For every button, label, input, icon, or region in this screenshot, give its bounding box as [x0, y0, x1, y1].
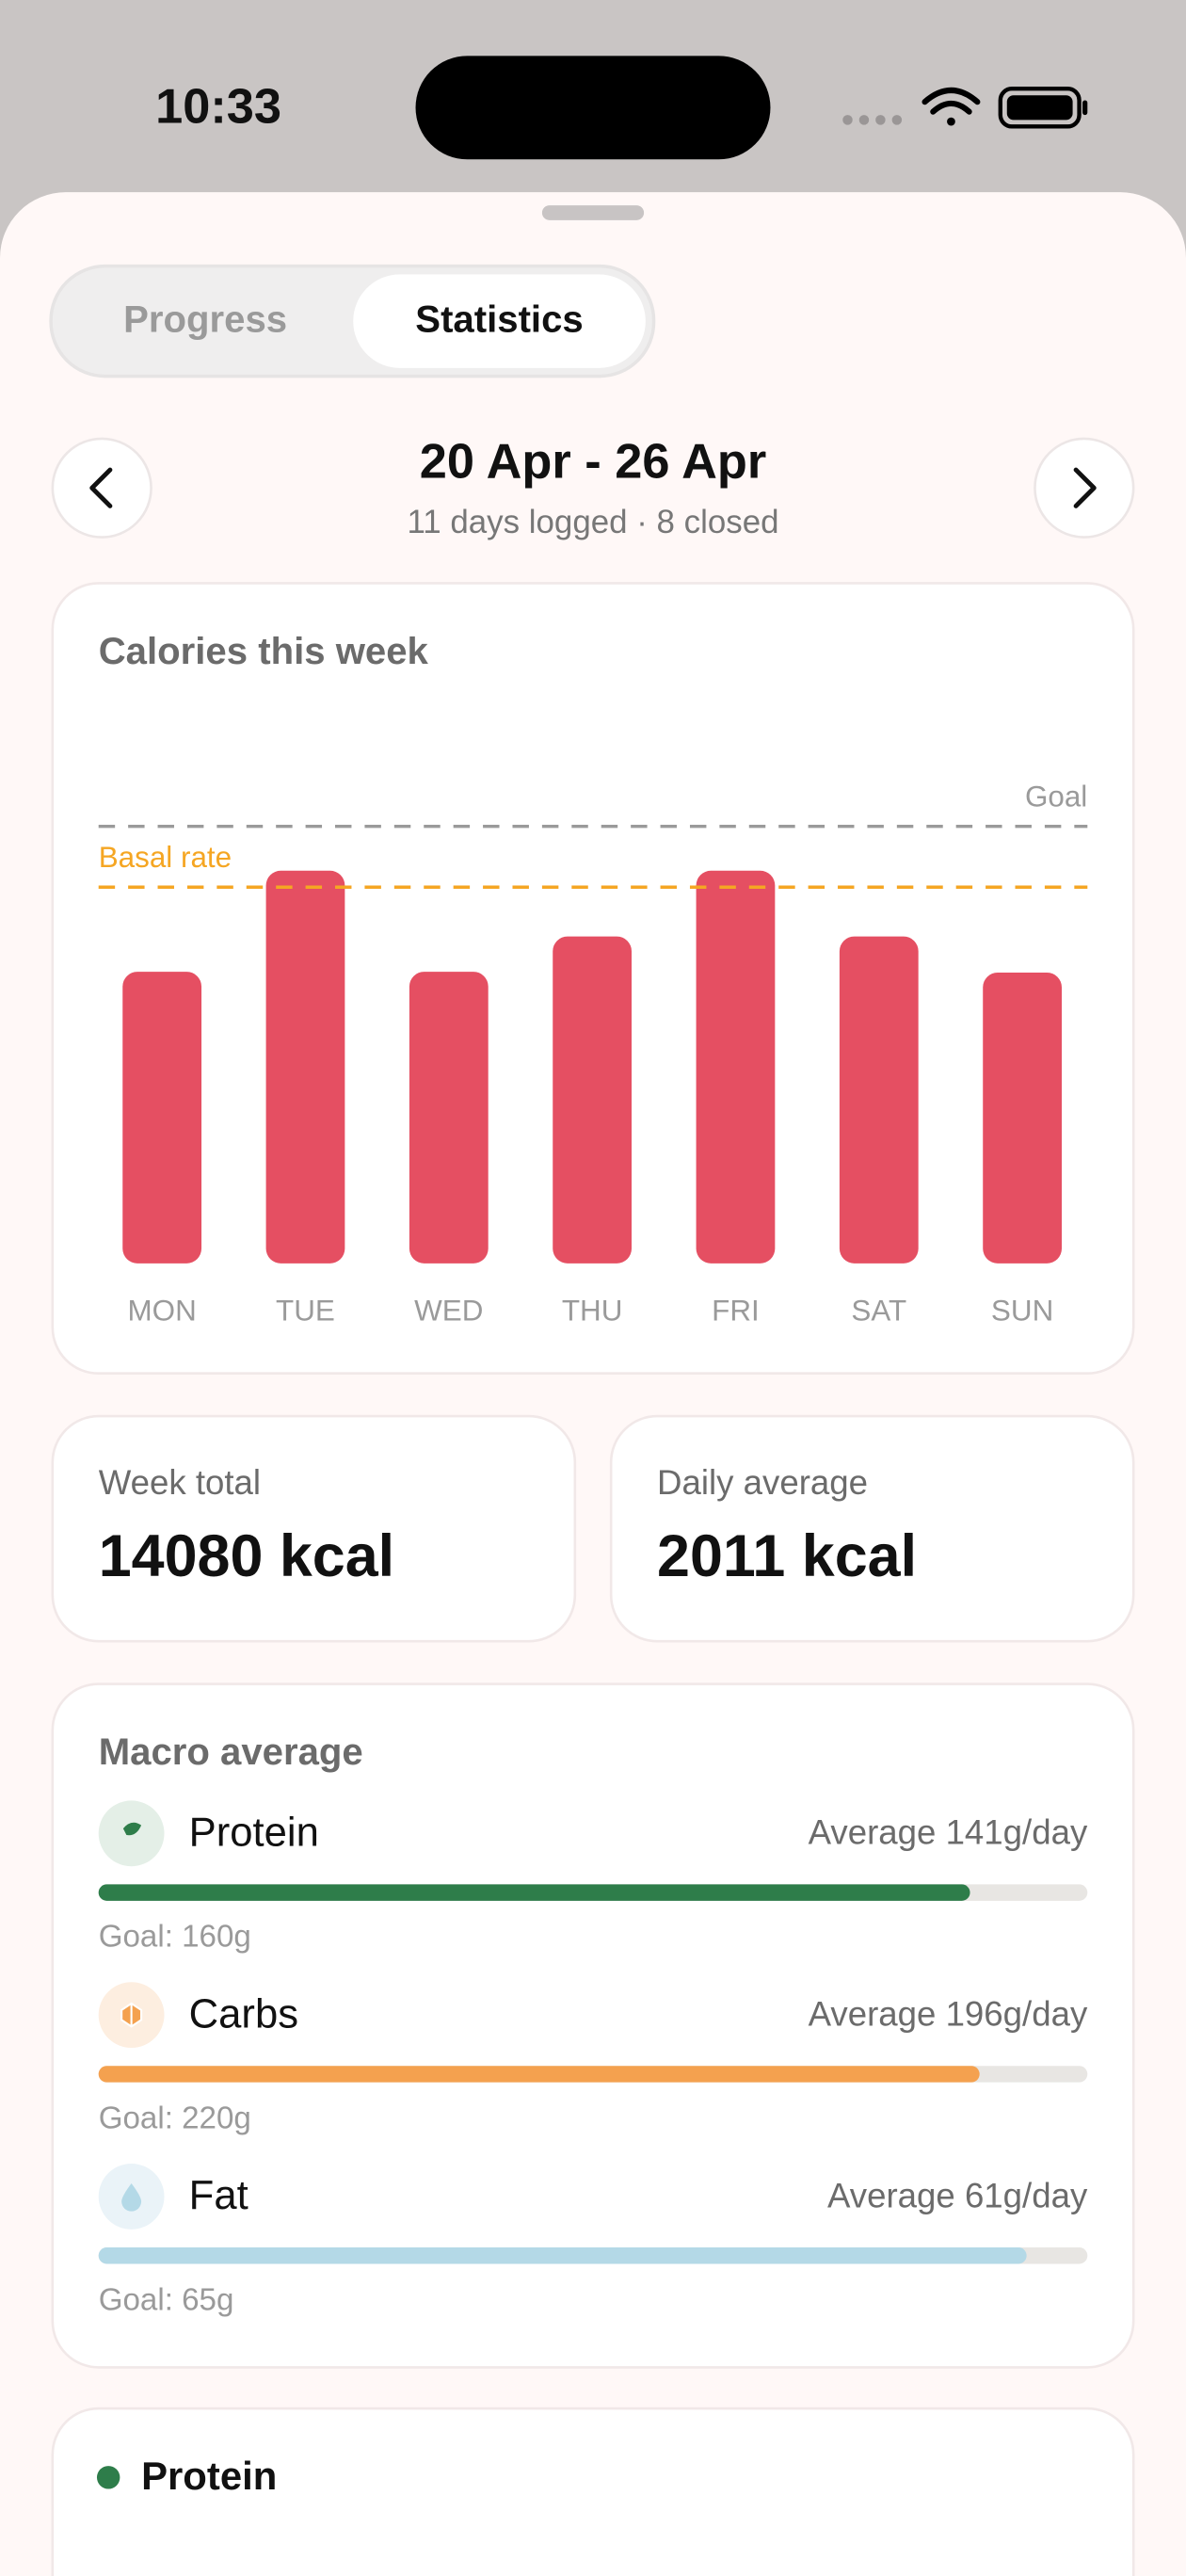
- macro-goal: Goal: 65g: [99, 2282, 234, 2317]
- chevron-left: [89, 467, 113, 508]
- next-button[interactable]: [1034, 437, 1135, 539]
- macro-list: Protein Average 141g/day Goal: 160g Carbs Av…: [98, 1800, 1088, 2317]
- macro-title: Macro average: [99, 1731, 363, 1773]
- summary-value: 2011 kcal: [657, 1523, 917, 1589]
- dynamic-island: [415, 56, 771, 160]
- battery-icon: [998, 87, 1088, 129]
- sheet-handle[interactable]: [541, 205, 645, 220]
- wifi-icon: [922, 88, 981, 126]
- macro-name: Carbs: [189, 1991, 298, 2037]
- date-range: 20 Apr - 26 Apr: [420, 435, 766, 490]
- date-subtitle: 11 days logged · 8 closed: [407, 504, 778, 540]
- macro-goal: Goal: 160g: [99, 1920, 251, 1955]
- macro-card: [51, 1682, 1135, 2369]
- bar: [409, 972, 489, 1264]
- reference-label: Goal: [1025, 780, 1087, 813]
- macro-icon: [120, 2002, 143, 2028]
- tab[interactable]: Statistics: [415, 298, 583, 341]
- summary-value: 14080 kcal: [99, 1523, 394, 1589]
- macro-average: Average 61g/day: [827, 2176, 1088, 2214]
- reference-label: Basal rate: [99, 841, 232, 874]
- bar: [553, 936, 633, 1264]
- x-tick-label: MON: [128, 1294, 197, 1327]
- x-tick-label: SAT: [851, 1294, 906, 1327]
- x-tick-label: FRI: [712, 1294, 760, 1327]
- signal-dots: [842, 115, 903, 125]
- macro-average: Average 141g/day: [809, 1813, 1088, 1852]
- bar: [696, 870, 776, 1264]
- bar: [839, 936, 919, 1264]
- macro-goal: Goal: 220g: [99, 2101, 251, 2136]
- macro-name: Protein: [189, 1811, 319, 1856]
- macro-average: Average 196g/day: [809, 1995, 1088, 2034]
- progress-fill: [98, 2247, 1027, 2264]
- bar: [265, 870, 345, 1264]
- tab-selected-bg: [353, 274, 646, 368]
- bar: [983, 972, 1062, 1264]
- status-time: 10:33: [155, 80, 281, 135]
- summary-label: Week total: [99, 1463, 261, 1502]
- macro-name: Fat: [189, 2173, 248, 2218]
- bar: [122, 972, 202, 1264]
- chart: MON TUE WED THU FRI SAT SUN Goal Basal rate: [98, 780, 1087, 1327]
- progress-fill: [98, 2066, 980, 2083]
- x-tick-label: WED: [414, 1294, 483, 1327]
- summary-card: [609, 1414, 1135, 1643]
- x-tick-label: SUN: [991, 1294, 1053, 1327]
- x-tick-label: THU: [562, 1294, 623, 1327]
- protein-card: [51, 2407, 1135, 2576]
- legend-dot: [96, 2466, 120, 2489]
- card-title: Protein: [141, 2454, 277, 2498]
- macro-icon: [120, 1822, 142, 1843]
- prev-button[interactable]: [51, 437, 152, 539]
- x-tick-label: TUE: [276, 1294, 335, 1327]
- progress-fill: [98, 1884, 970, 1901]
- chevron-right: [1073, 467, 1097, 508]
- summary-label: Daily average: [657, 1463, 868, 1502]
- chart-title: Calories this week: [99, 630, 429, 672]
- tab[interactable]: Progress: [123, 298, 287, 341]
- summary-card: [51, 1414, 577, 1643]
- macro-icon: [121, 2182, 142, 2212]
